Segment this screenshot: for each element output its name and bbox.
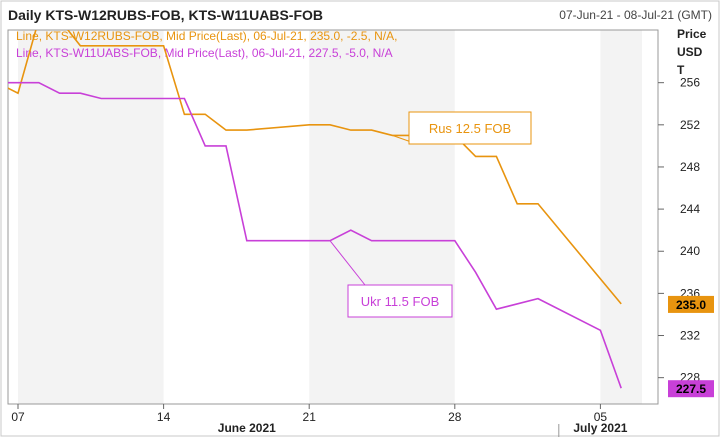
week-shade-band [18,30,164,404]
legend-entry-rus: Line, KTS-W12RUBS-FOB, Mid Price(Last), … [16,29,397,43]
y-tick-label: 232 [680,329,700,343]
annotation-ukr-11-5-fob: Ukr 11.5 FOB [361,294,440,309]
last-value-badge-ukr [668,380,714,398]
chart-title: Daily KTS-W12RUBS-FOB, KTS-W11UABS-FOB [8,7,323,23]
last-value-badge-rus [668,295,714,313]
y-tick-label: 248 [680,160,700,174]
week-shade-band [600,30,642,404]
annotation-box [408,111,532,145]
x-tick-label: 14 [157,410,171,424]
month-label: June 2021 [218,421,276,435]
annotation-callout-line [329,240,366,286]
week-shade-band [309,30,455,404]
y-tick-label: 252 [680,118,700,132]
date-range: 07-Jun-21 - 08-Jul-21 (GMT) [559,8,712,22]
last-value-badge-rus-label: 235.0 [676,298,706,312]
last-value-badge-ukr-label: 227.5 [676,382,706,396]
y-tick-label: 240 [680,244,700,258]
annotation-box [347,284,453,318]
x-tick-label: 28 [448,410,462,424]
month-label: July 2021 [573,421,627,435]
x-tick-label: 07 [11,410,25,424]
y-axis-label-usd: USD [677,45,703,59]
y-axis-label-price: Price [677,27,707,41]
annotation-rus-12-5-fob: Rus 12.5 FOB [429,121,511,136]
x-tick-label: 05 [594,410,608,424]
y-tick-label: 256 [680,76,700,90]
legend-entry-ukr: Line, KTS-W11UABS-FOB, Mid Price(Last), … [16,46,393,60]
series-line-ukr-11-5-fob [8,81,622,389]
series-line-rus-12-5-fob [8,30,622,305]
y-axis-label-t: T [677,63,685,77]
x-tick-label: 21 [303,410,317,424]
y-tick-label: 244 [680,202,700,216]
